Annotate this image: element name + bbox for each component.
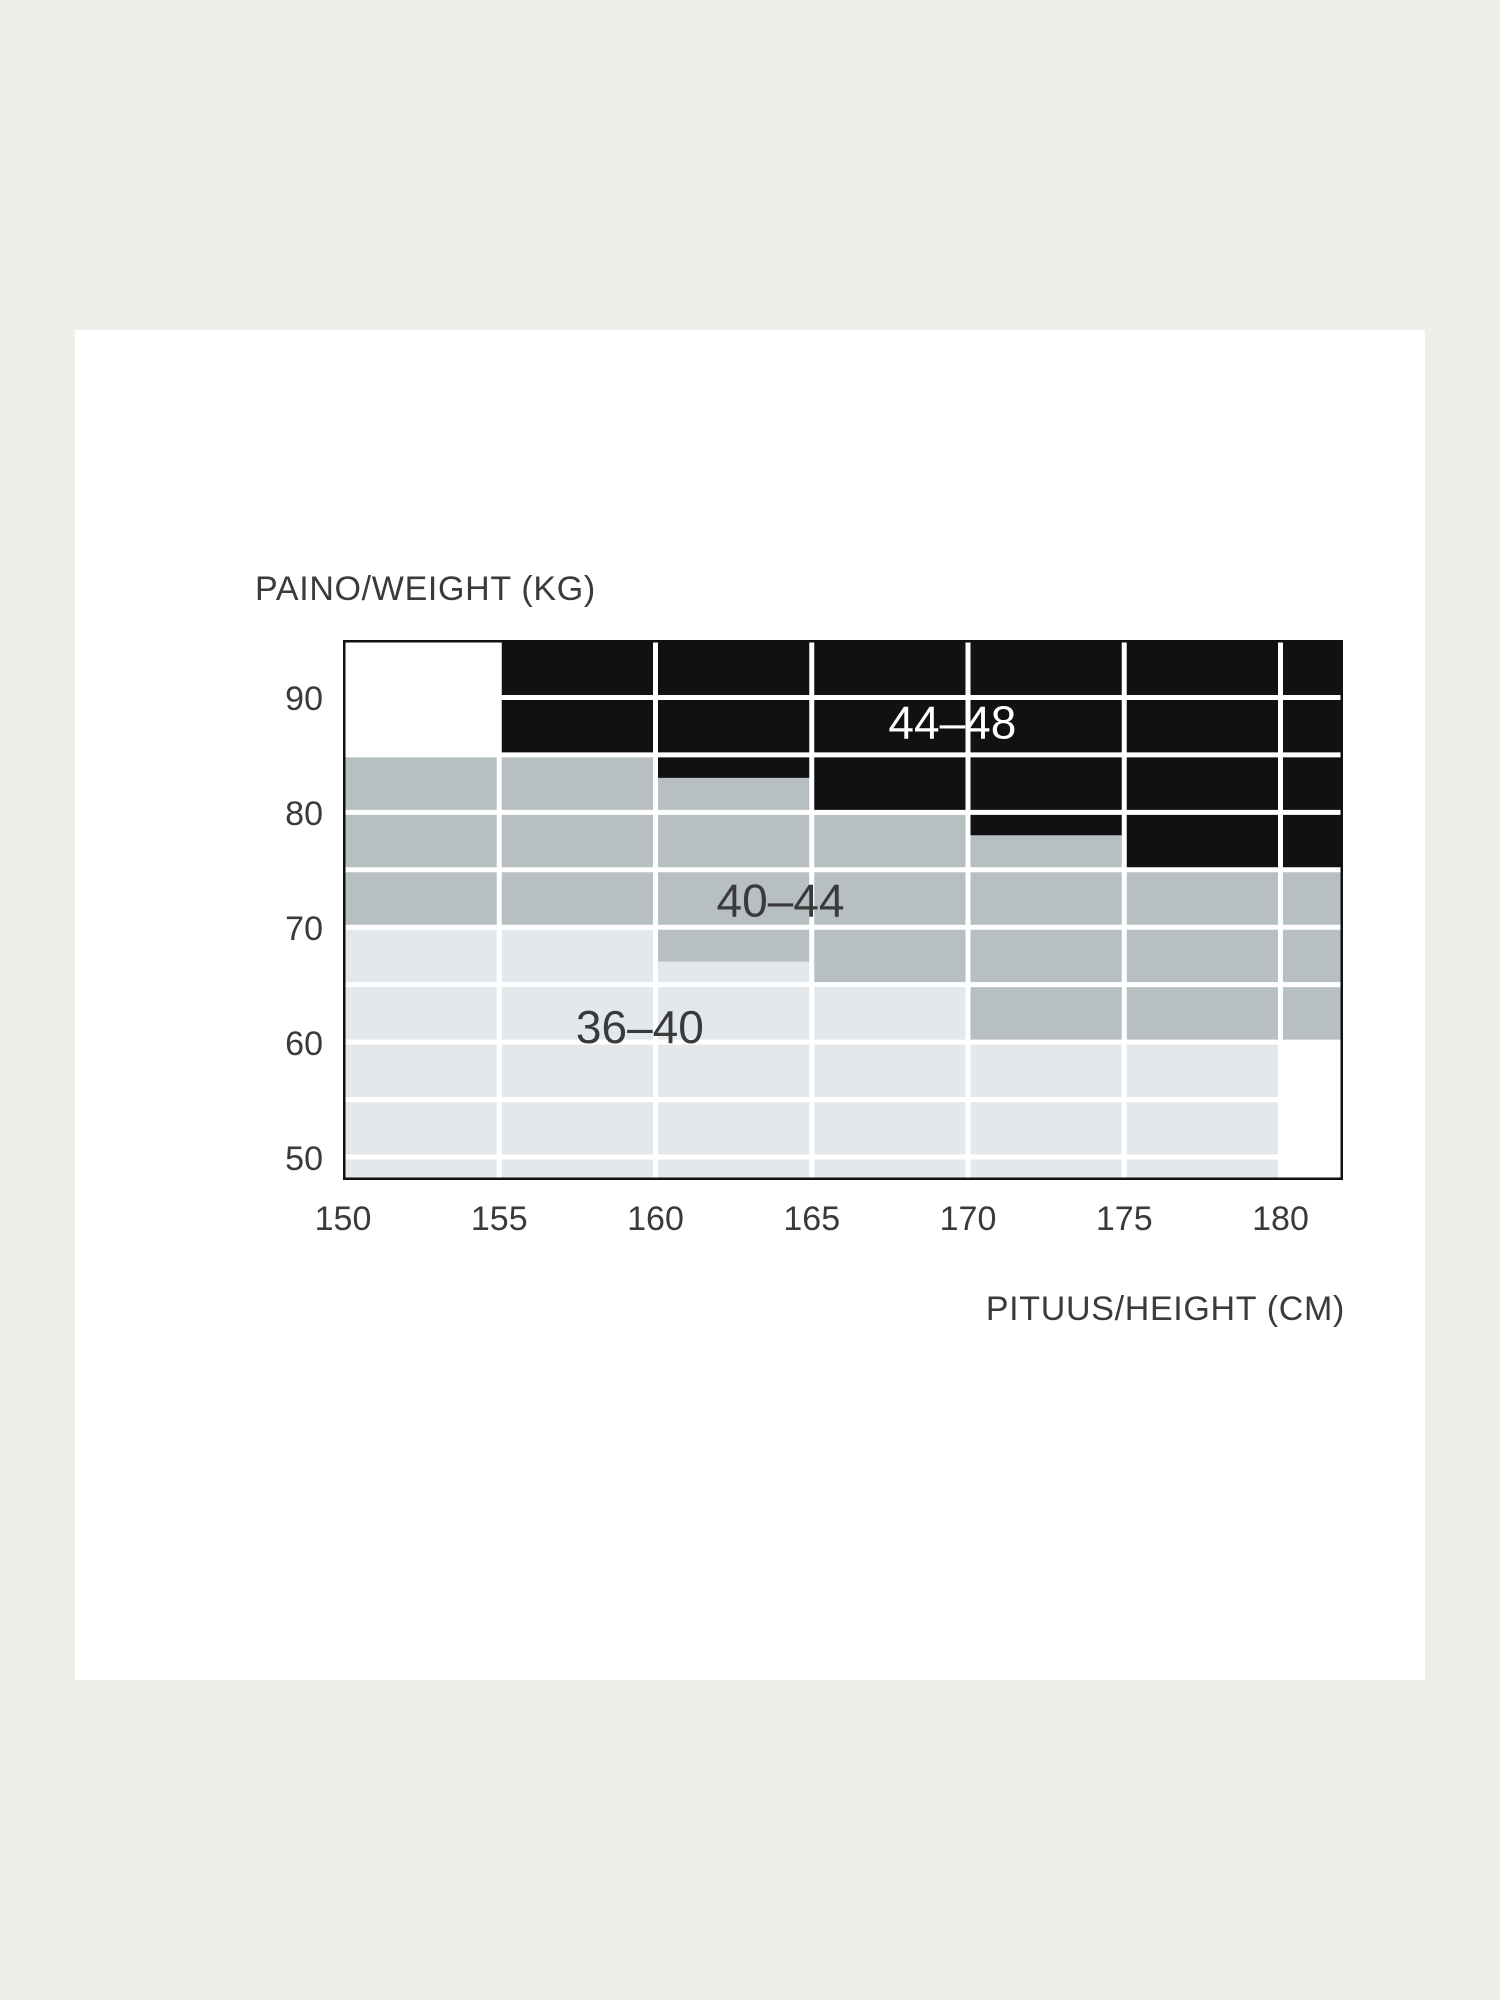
x-tick: 175	[1074, 1200, 1174, 1239]
y-tick: 50	[243, 1140, 323, 1179]
x-tick: 180	[1231, 1200, 1331, 1239]
x-tick: 155	[449, 1200, 549, 1239]
x-tick: 150	[293, 1200, 393, 1239]
size-chart-plot: 36–4040–4444–485060708090150155160165170…	[343, 640, 1343, 1180]
y-tick: 60	[243, 1025, 323, 1064]
chart-card: PAINO/WEIGHT (KG) 36–40 40–44 44–48 50 60 70 8…	[75, 330, 1425, 1680]
y-tick: 90	[243, 680, 323, 719]
y-tick: 70	[243, 910, 323, 949]
x-tick: 160	[606, 1200, 706, 1239]
y-tick: 80	[243, 795, 323, 834]
x-tick: 170	[918, 1200, 1018, 1239]
zone-label-small: 36–40	[576, 1001, 704, 1053]
x-tick: 165	[762, 1200, 862, 1239]
zone-label-large: 44–48	[888, 696, 1016, 748]
y-axis-title: PAINO/WEIGHT (KG)	[255, 570, 596, 609]
x-axis-title: PITUUS/HEIGHT (CM)	[986, 1290, 1345, 1329]
page-background: PAINO/WEIGHT (KG) 36–40 40–44 44–48 50 60 70 8…	[0, 0, 1500, 2000]
zone-label-medium: 40–44	[717, 874, 845, 926]
